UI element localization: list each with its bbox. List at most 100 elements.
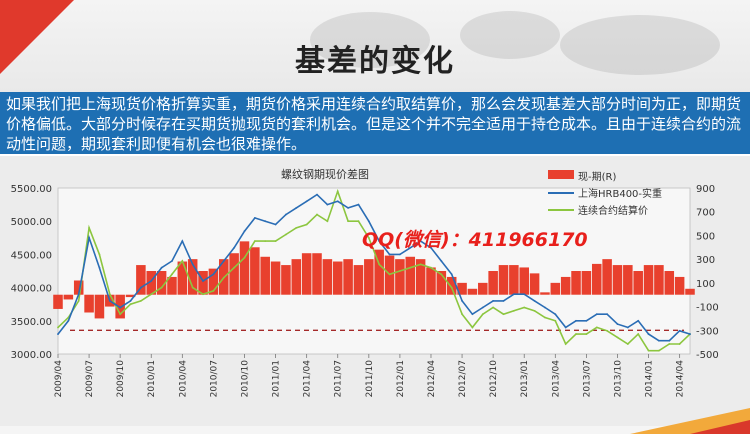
world-map-graphic: [310, 11, 720, 75]
spot-line-point: [160, 266, 163, 269]
spot-line-point: [658, 339, 660, 342]
x-tick-label: 2009/07: [85, 360, 95, 397]
left-tick-label: 3500.00: [11, 317, 52, 328]
futures-line-point: [181, 260, 184, 262]
basis-bar: [540, 292, 550, 295]
legend-swatch-basis: [548, 170, 574, 179]
futures-line-point: [243, 256, 246, 259]
spot-line-point: [67, 319, 70, 322]
description-paragraph: 如果我们把上海现货价格折算实重，期货价格采用连续合约取结算价，那么会发现基差大部…: [0, 92, 750, 154]
futures-line-point: [637, 333, 640, 335]
futures-line-point: [357, 220, 360, 223]
basis-area-series: [53, 241, 695, 319]
x-tick-label: 2011/10: [365, 360, 375, 398]
futures-line-series: [57, 188, 691, 352]
futures-line-point: [512, 309, 515, 312]
basis-bar: [208, 268, 219, 295]
futures-line-point: [430, 266, 432, 269]
futures-line-point: [481, 313, 484, 316]
basis-bar: [550, 282, 561, 295]
right-tick-label: -100: [696, 303, 719, 314]
basis-bar: [156, 271, 167, 295]
legend-label: 上海HRB400-实重: [578, 187, 662, 200]
futures-line-point: [492, 306, 495, 309]
futures-line-point: [150, 293, 153, 296]
spot-line-point: [544, 306, 546, 309]
futures-line-point: [575, 333, 577, 335]
basis-bar: [198, 271, 208, 295]
chart-title: 螺纹钢期现价差图: [281, 167, 369, 181]
futures-line-point: [202, 293, 204, 296]
basis-bar: [229, 253, 239, 295]
slide-header-band: [0, 0, 750, 92]
basis-bar: [146, 271, 157, 295]
basis-bar: [374, 249, 384, 295]
basis-bar: [281, 265, 291, 295]
futures-line-point: [419, 263, 422, 266]
futures-line-point: [585, 333, 588, 335]
spot-line-point: [98, 266, 101, 269]
futures-line-point: [523, 306, 526, 309]
futures-line-point: [119, 313, 122, 316]
spot-line-point: [285, 213, 287, 216]
futures-line-point: [606, 329, 609, 332]
legend-label: 连续合约结算价: [578, 204, 648, 217]
futures-line-point: [367, 236, 370, 239]
basis-bar: [260, 256, 270, 295]
basis-bar: [239, 241, 250, 295]
spot-line-point: [461, 299, 463, 302]
basis-bar: [498, 265, 509, 295]
basis-bar: [623, 265, 633, 295]
spot-line-point: [77, 293, 80, 296]
futures-line-point: [57, 326, 59, 329]
basis-bar: [529, 273, 540, 295]
futures-line-point: [502, 313, 505, 316]
x-tick-label: 2010/01: [147, 360, 157, 397]
basis-bar: [415, 259, 426, 295]
basis-bar: [270, 261, 281, 295]
spot-line-point: [108, 299, 111, 302]
left-tick-label: 3000.00: [11, 350, 52, 361]
futures-line-point: [595, 326, 598, 329]
spot-line-point: [202, 280, 204, 282]
basis-bar: [664, 271, 675, 295]
spot-line-point: [606, 313, 609, 316]
x-tick-label: 2011/01: [272, 360, 282, 397]
corner-triangle: [0, 0, 74, 74]
spot-line-point: [253, 216, 256, 219]
futures-line-point: [77, 299, 80, 302]
basis-bar: [364, 259, 374, 295]
spot-line-point: [626, 326, 629, 329]
basis-bar: [322, 259, 333, 295]
x-tick-label: 2013/10: [613, 360, 623, 398]
spot-line-point: [616, 323, 619, 326]
basis-bar: [581, 271, 592, 295]
basis-bar: [312, 253, 322, 295]
basis-bar: [446, 276, 457, 295]
spot-line-series: [57, 193, 691, 342]
futures-line-point: [564, 343, 567, 345]
spot-line-point: [150, 280, 153, 282]
spot-line-point: [450, 273, 453, 276]
spot-line-point: [336, 200, 339, 203]
basis-bar: [602, 259, 612, 295]
futures-line-point: [264, 240, 267, 243]
x-tick-label: 2014/01: [645, 360, 655, 397]
spot-line-point: [430, 246, 432, 249]
basis-bar: [633, 271, 643, 295]
futures-line-point: [347, 220, 349, 223]
x-axis: 2009/04 2009/07 2009/10 2010/01 2010/04 2010/…: [54, 354, 686, 397]
right-tick-label: -500: [696, 350, 719, 361]
basis-bar: [291, 259, 302, 295]
basis-bar: [177, 261, 188, 295]
left-tick-label: 5500.00: [11, 184, 52, 195]
right-tick-label: 700: [696, 208, 715, 219]
futures-line-point: [222, 276, 225, 279]
left-axis: 5500.00 5000.00 4500.00 4000.00 3500.00 3000.…: [11, 184, 52, 361]
x-tick-label: 2009/10: [116, 360, 126, 398]
futures-line: [57, 188, 691, 352]
futures-line-point: [233, 266, 236, 269]
spot-line-point: [388, 253, 391, 256]
futures-line-point: [440, 273, 443, 276]
